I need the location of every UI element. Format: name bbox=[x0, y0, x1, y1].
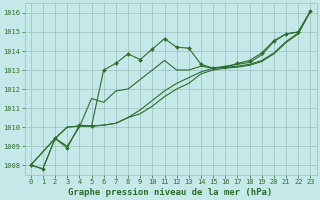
X-axis label: Graphe pression niveau de la mer (hPa): Graphe pression niveau de la mer (hPa) bbox=[68, 188, 273, 197]
